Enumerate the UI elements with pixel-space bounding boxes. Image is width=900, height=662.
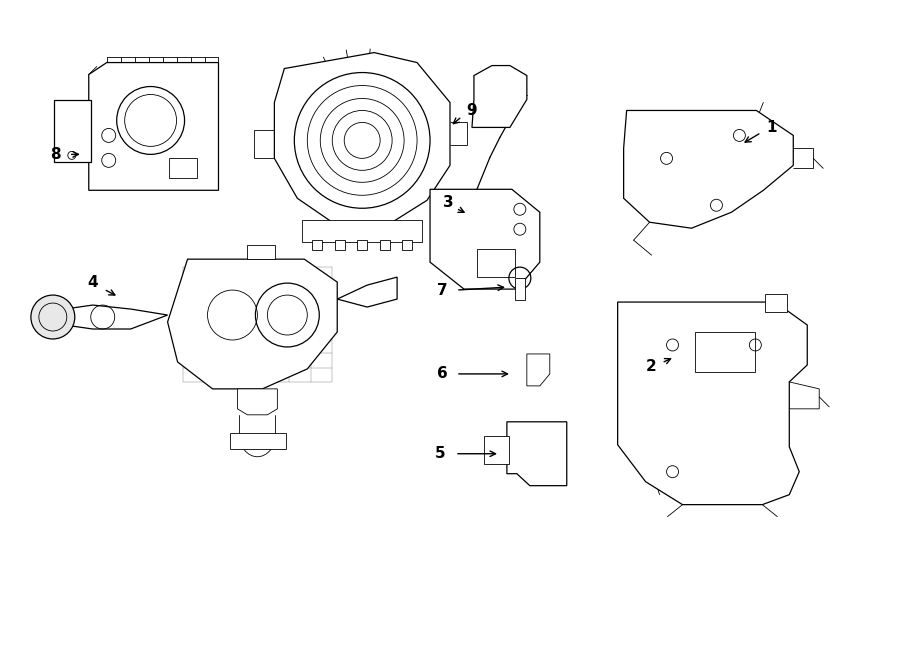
Bar	[230, 433, 286, 449]
Text: 7: 7	[436, 283, 447, 298]
Circle shape	[31, 295, 75, 339]
Bar	[402, 240, 412, 250]
Bar	[515, 278, 525, 300]
Bar	[302, 220, 422, 242]
PathPatch shape	[338, 277, 397, 307]
Text: 1: 1	[766, 120, 777, 135]
PathPatch shape	[617, 302, 807, 504]
Bar	[380, 240, 390, 250]
PathPatch shape	[238, 389, 277, 415]
Bar	[335, 240, 345, 250]
Text: 4: 4	[87, 275, 98, 289]
Bar	[357, 240, 367, 250]
Bar	[312, 240, 322, 250]
PathPatch shape	[167, 259, 338, 389]
Bar	[248, 245, 275, 259]
Bar	[168, 158, 196, 178]
PathPatch shape	[430, 189, 540, 289]
Bar	[696, 332, 755, 372]
Bar	[477, 249, 515, 277]
PathPatch shape	[65, 305, 167, 329]
PathPatch shape	[507, 422, 567, 486]
PathPatch shape	[274, 52, 450, 222]
Text: 6: 6	[436, 366, 447, 381]
Text: 3: 3	[443, 195, 454, 210]
PathPatch shape	[472, 66, 526, 127]
Text: 8: 8	[50, 147, 61, 162]
Bar	[484, 436, 508, 463]
Text: 2: 2	[646, 359, 657, 375]
Bar	[765, 294, 788, 312]
PathPatch shape	[526, 354, 550, 386]
PathPatch shape	[624, 111, 793, 228]
Bar	[54, 101, 91, 162]
Text: 9: 9	[466, 103, 477, 118]
PathPatch shape	[89, 63, 219, 190]
Text: 5: 5	[435, 446, 446, 461]
